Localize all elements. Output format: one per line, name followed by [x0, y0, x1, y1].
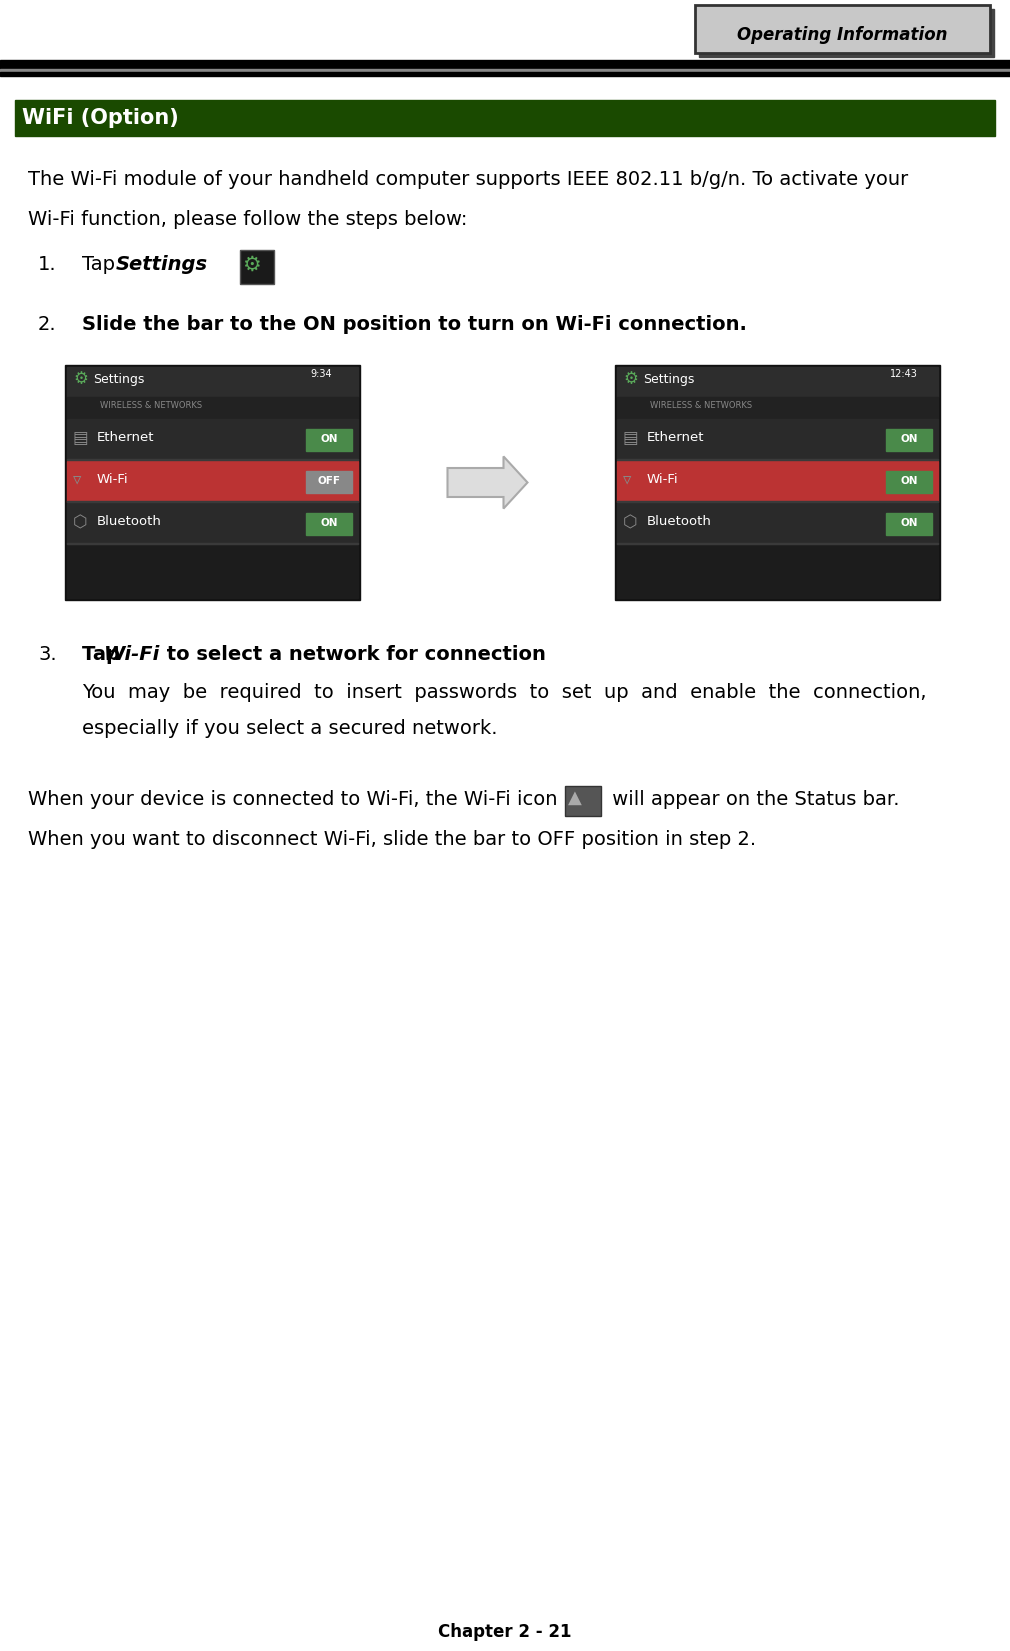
Text: ▤: ▤	[623, 429, 638, 447]
Text: Settings: Settings	[116, 254, 208, 274]
Text: to select a network for connection: to select a network for connection	[160, 646, 545, 664]
Bar	[67, 461, 358, 502]
Text: Ethernet: Ethernet	[97, 431, 155, 444]
Text: Bluetooth: Bluetooth	[97, 515, 162, 528]
Text: ⬡: ⬡	[623, 513, 637, 532]
Text: ON: ON	[900, 518, 918, 528]
Text: OFF: OFF	[317, 475, 340, 485]
Bar	[0, 73, 1010, 76]
Text: ⚙: ⚙	[73, 370, 88, 388]
Bar	[565, 786, 601, 816]
Bar	[67, 367, 358, 396]
Bar	[617, 367, 938, 396]
Bar	[886, 429, 932, 451]
Text: Wi-Fi: Wi-Fi	[97, 472, 128, 485]
Text: Ethernet: Ethernet	[647, 431, 705, 444]
Text: When you want to disconnect Wi-Fi, slide the bar to OFF position in step 2.: When you want to disconnect Wi-Fi, slide…	[28, 830, 756, 849]
Text: Operating Information: Operating Information	[736, 26, 947, 45]
Text: 12:43: 12:43	[890, 370, 918, 380]
Bar	[240, 249, 274, 284]
Bar	[67, 367, 358, 598]
Text: ON: ON	[900, 475, 918, 485]
Text: ON: ON	[320, 518, 337, 528]
Bar	[615, 365, 940, 599]
Text: WiFi (Option): WiFi (Option)	[22, 107, 179, 129]
Text: 1.: 1.	[38, 254, 57, 274]
Text: WIRELESS & NETWORKS: WIRELESS & NETWORKS	[100, 401, 202, 409]
Text: Settings: Settings	[643, 373, 695, 386]
Text: will appear on the Status bar.: will appear on the Status bar.	[606, 789, 900, 809]
Text: Wi-Fi: Wi-Fi	[104, 646, 161, 664]
Bar	[67, 396, 358, 419]
Bar	[0, 59, 1010, 69]
Text: ⬡: ⬡	[73, 513, 88, 532]
Text: Tap: Tap	[82, 646, 126, 664]
Bar	[0, 69, 1010, 73]
Bar	[617, 461, 938, 502]
Bar	[306, 513, 352, 535]
Text: ▿: ▿	[73, 471, 82, 489]
Polygon shape	[447, 456, 527, 509]
Bar	[67, 419, 358, 461]
Bar	[617, 396, 938, 419]
Bar	[67, 504, 358, 543]
Bar	[15, 101, 995, 135]
Text: ⚙: ⚙	[242, 254, 261, 276]
Text: Settings: Settings	[93, 373, 144, 386]
Text: especially if you select a secured network.: especially if you select a secured netwo…	[82, 718, 498, 738]
Bar	[306, 471, 352, 494]
Text: WIRELESS & NETWORKS: WIRELESS & NETWORKS	[650, 401, 752, 409]
Text: You  may  be  required  to  insert  passwords  to  set  up  and  enable  the  co: You may be required to insert passwords …	[82, 684, 926, 702]
Text: ON: ON	[320, 434, 337, 444]
Bar	[695, 5, 990, 53]
Bar	[617, 419, 938, 461]
Text: Wi-Fi: Wi-Fi	[647, 472, 679, 485]
Text: Chapter 2 - 21: Chapter 2 - 21	[438, 1623, 572, 1641]
Bar	[886, 513, 932, 535]
Text: Wi-Fi function, please follow the steps below:: Wi-Fi function, please follow the steps …	[28, 210, 468, 229]
Text: Slide the bar to the ON position to turn on Wi-Fi connection.: Slide the bar to the ON position to turn…	[82, 315, 746, 334]
Text: ON: ON	[900, 434, 918, 444]
Text: The Wi-Fi module of your handheld computer supports IEEE 802.11 b/g/n. To activa: The Wi-Fi module of your handheld comput…	[28, 170, 908, 188]
Bar	[617, 367, 938, 598]
Text: ⚙: ⚙	[623, 370, 638, 388]
Text: ▲: ▲	[568, 789, 582, 807]
Text: 9:34: 9:34	[310, 370, 331, 380]
Text: ▿: ▿	[623, 471, 631, 489]
Bar	[699, 8, 994, 58]
Text: When your device is connected to Wi-Fi, the Wi-Fi icon: When your device is connected to Wi-Fi, …	[28, 789, 558, 809]
Bar	[65, 365, 360, 599]
Text: Bluetooth: Bluetooth	[647, 515, 712, 528]
Bar	[617, 504, 938, 543]
Bar	[306, 429, 352, 451]
Bar	[886, 471, 932, 494]
Text: 3.: 3.	[38, 646, 57, 664]
Text: Tap: Tap	[82, 254, 121, 274]
Text: 2.: 2.	[38, 315, 57, 334]
Bar	[0, 0, 1010, 78]
Text: ▤: ▤	[73, 429, 89, 447]
